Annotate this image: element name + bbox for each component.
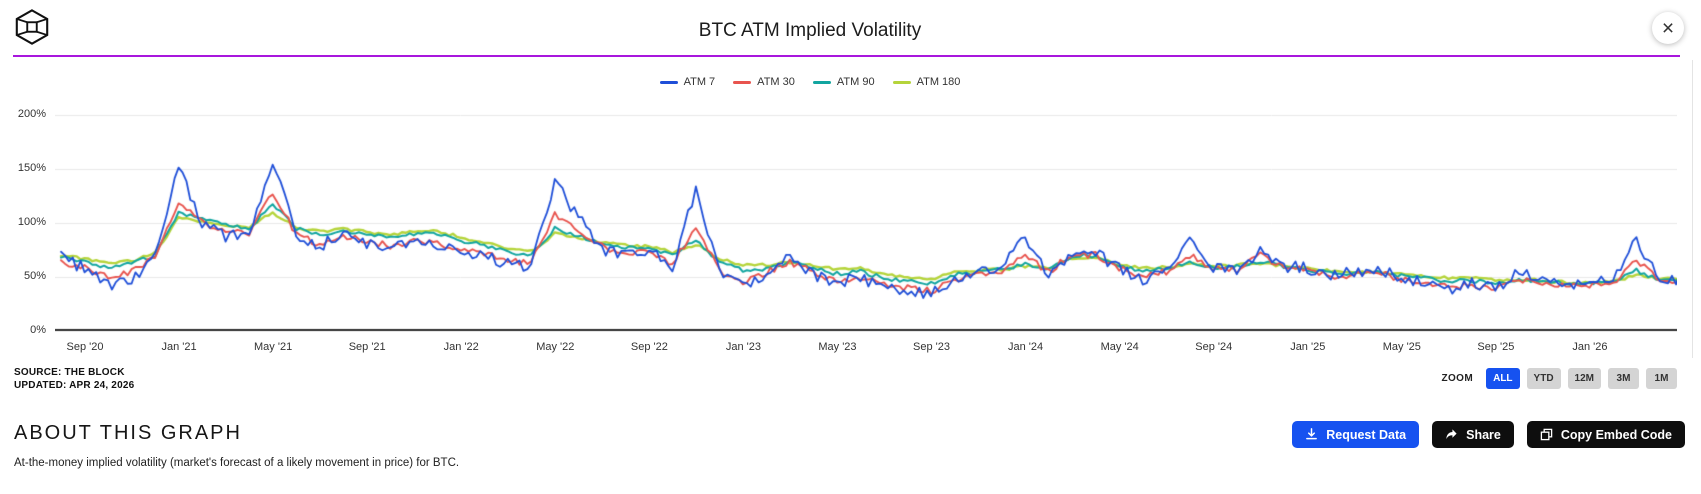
request-data-button[interactable]: Request Data: [1292, 421, 1420, 448]
chart-right-divider: [1692, 60, 1693, 358]
about-description: At-the-money implied volatility (market'…: [14, 457, 460, 469]
x-axis-label: Sep '22: [630, 341, 668, 353]
zoom-option-ytd[interactable]: YTD: [1526, 368, 1561, 389]
close-button[interactable]: ×: [1652, 12, 1684, 44]
zoom-option-12m[interactable]: 12M: [1567, 368, 1601, 389]
close-icon: ×: [1661, 16, 1675, 40]
y-axis-label: 200%: [17, 108, 46, 120]
share-button[interactable]: Share: [1432, 421, 1514, 448]
chart-legend: ATM 7 ATM 30 ATM 90 ATM 180: [0, 76, 1620, 88]
y-axis-label: 100%: [17, 216, 46, 228]
zoom-option-all[interactable]: ALL: [1486, 368, 1520, 389]
action-button-label: Copy Embed Code: [1560, 427, 1672, 442]
the-block-logo: [13, 8, 51, 46]
x-axis-label: Jan '23: [725, 341, 761, 353]
copy-embed-code-button[interactable]: Copy Embed Code: [1526, 421, 1685, 448]
x-axis-label: Jan '25: [1290, 341, 1326, 353]
legend-label: ATM 30: [757, 76, 795, 88]
about-heading: ABOUT THIS GRAPH: [14, 422, 242, 444]
zoom-option-1m[interactable]: 1M: [1646, 368, 1677, 389]
zoom-controls: ZOOM ALL YTD 12M 3M 1M: [1441, 368, 1677, 389]
action-buttons: Request Data Share Copy Embed Code: [1292, 421, 1685, 448]
source-line: SOURCE: THE BLOCK: [14, 367, 125, 378]
zoom-option-3m[interactable]: 3M: [1608, 368, 1639, 389]
x-axis-label: Sep '24: [1195, 341, 1233, 353]
header-divider: [13, 55, 1680, 57]
y-axis-label: 50%: [23, 270, 46, 282]
x-axis-label: Jan '21: [161, 341, 197, 353]
x-axis-label: May '21: [254, 341, 293, 353]
x-axis-label: May '23: [818, 341, 857, 353]
y-axis-label: 0%: [30, 324, 46, 336]
x-axis-label: May '24: [1100, 341, 1139, 353]
download-icon: [1305, 428, 1318, 441]
volatility-chart-canvas[interactable]: [55, 97, 1677, 333]
zoom-label: ZOOM: [1441, 373, 1474, 384]
page-title: BTC ATM Implied Volatility: [698, 20, 922, 41]
legend-label: ATM 90: [836, 76, 875, 88]
x-axis-label: Jan '22: [443, 341, 479, 353]
x-axis-label: Sep '20: [66, 341, 104, 353]
x-axis-label: Jan '24: [1008, 341, 1044, 353]
legend-item-atm-90[interactable]: ATM 90: [812, 76, 875, 88]
source-attribution: SOURCE: THE BLOCK UPDATED: APR 24, 2026: [14, 366, 134, 392]
x-axis-label: May '22: [536, 341, 575, 353]
legend-label: ATM 7: [683, 76, 716, 88]
legend-item-atm-30[interactable]: ATM 30: [733, 76, 795, 88]
legend-swatch: [812, 80, 831, 84]
share-icon: [1445, 428, 1458, 441]
x-axis-label: Sep '23: [913, 341, 951, 353]
legend-item-atm-180[interactable]: ATM 180: [892, 76, 961, 88]
updated-line: UPDATED: APR 24, 2026: [14, 380, 135, 391]
x-axis-label: Jan '26: [1572, 341, 1608, 353]
legend-swatch: [892, 80, 911, 84]
action-button-label: Share: [1466, 427, 1501, 442]
legend-item-atm-7[interactable]: ATM 7: [659, 76, 716, 88]
y-axis-label: 150%: [17, 162, 46, 174]
legend-swatch: [733, 80, 752, 84]
legend-label: ATM 180: [916, 76, 961, 88]
x-axis-label: Sep '25: [1477, 341, 1515, 353]
action-button-label: Request Data: [1326, 427, 1407, 442]
legend-swatch: [659, 80, 678, 84]
copy-icon: [1540, 428, 1553, 441]
x-axis-label: May '25: [1382, 341, 1421, 353]
x-axis-label: Sep '21: [348, 341, 386, 353]
